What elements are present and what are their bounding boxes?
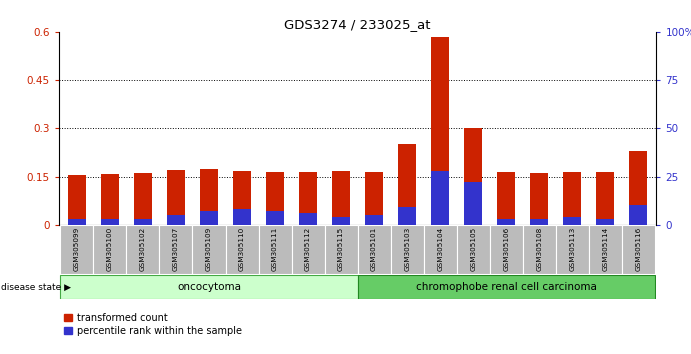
Bar <box>464 182 482 225</box>
Bar <box>160 225 193 274</box>
Bar <box>325 225 358 274</box>
Bar <box>431 171 449 225</box>
Bar <box>134 219 152 225</box>
Bar <box>398 207 416 225</box>
Bar <box>299 172 317 225</box>
Bar <box>490 225 522 274</box>
Bar <box>358 275 655 299</box>
Text: GSM305112: GSM305112 <box>305 227 311 271</box>
Bar <box>622 225 655 274</box>
Text: GSM305108: GSM305108 <box>536 227 542 271</box>
Text: disease state ▶: disease state ▶ <box>1 282 70 292</box>
Bar <box>266 172 284 225</box>
Bar <box>60 275 358 299</box>
Bar <box>233 171 251 225</box>
Bar <box>68 219 86 225</box>
Legend: transformed count, percentile rank within the sample: transformed count, percentile rank withi… <box>64 313 243 336</box>
Bar <box>266 211 284 225</box>
Bar <box>464 128 482 225</box>
Text: chromophobe renal cell carcinoma: chromophobe renal cell carcinoma <box>416 282 596 292</box>
Bar <box>332 171 350 225</box>
Bar <box>60 225 93 274</box>
Bar <box>390 225 424 274</box>
Title: GDS3274 / 233025_at: GDS3274 / 233025_at <box>284 18 431 31</box>
Bar <box>292 225 325 274</box>
Text: GSM305113: GSM305113 <box>569 227 575 271</box>
Bar <box>101 219 119 225</box>
Bar <box>522 225 556 274</box>
Bar <box>497 172 515 225</box>
Bar <box>589 225 622 274</box>
Bar <box>431 37 449 225</box>
Bar <box>167 215 185 225</box>
Bar <box>200 169 218 225</box>
Text: GSM305116: GSM305116 <box>635 227 641 271</box>
Text: GSM305104: GSM305104 <box>437 227 443 271</box>
Bar <box>596 172 614 225</box>
Bar <box>596 219 614 225</box>
Bar <box>233 209 251 225</box>
Text: GSM305110: GSM305110 <box>239 227 245 271</box>
Text: GSM305114: GSM305114 <box>603 227 608 271</box>
Bar <box>630 205 647 225</box>
Bar <box>530 173 548 225</box>
Bar <box>365 172 384 225</box>
Bar <box>457 225 490 274</box>
Text: GSM305109: GSM305109 <box>206 227 212 271</box>
Bar <box>530 219 548 225</box>
Bar <box>68 175 86 225</box>
Bar <box>630 151 647 225</box>
Bar <box>365 215 384 225</box>
Text: oncocytoma: oncocytoma <box>177 282 241 292</box>
Text: GSM305100: GSM305100 <box>107 227 113 271</box>
Bar <box>200 211 218 225</box>
Bar <box>424 225 457 274</box>
Text: GSM305105: GSM305105 <box>470 227 476 271</box>
Text: GSM305111: GSM305111 <box>272 227 278 271</box>
Text: GSM305099: GSM305099 <box>74 227 80 271</box>
Bar <box>126 225 160 274</box>
Bar <box>332 217 350 225</box>
Text: GSM305106: GSM305106 <box>503 227 509 271</box>
Bar <box>563 172 581 225</box>
Bar <box>358 225 390 274</box>
Bar <box>563 217 581 225</box>
Text: GSM305102: GSM305102 <box>140 227 146 271</box>
Text: GSM305101: GSM305101 <box>371 227 377 271</box>
Bar <box>101 174 119 225</box>
Bar <box>497 219 515 225</box>
Bar <box>225 225 258 274</box>
Bar <box>398 144 416 225</box>
Bar <box>299 213 317 225</box>
Bar <box>93 225 126 274</box>
Bar <box>556 225 589 274</box>
Text: GSM305115: GSM305115 <box>338 227 344 271</box>
Bar <box>193 225 225 274</box>
Text: GSM305107: GSM305107 <box>173 227 179 271</box>
Bar <box>167 170 185 225</box>
Bar <box>258 225 292 274</box>
Text: GSM305103: GSM305103 <box>404 227 410 271</box>
Bar <box>134 173 152 225</box>
